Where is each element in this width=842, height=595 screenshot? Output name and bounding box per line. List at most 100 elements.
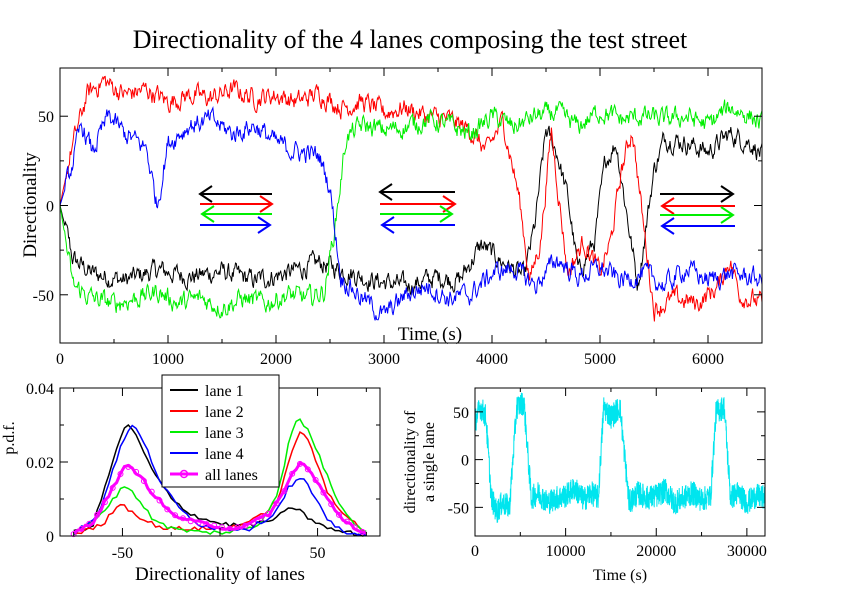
single-series-line — [474, 392, 766, 523]
pdf-all-lanes-marker — [203, 521, 210, 528]
top-xtick-label: 0 — [56, 351, 64, 368]
top-ytick-label: 0 — [46, 199, 54, 216]
arrow-lane1-left — [198, 185, 272, 203]
single-ytick-label: -50 — [448, 500, 469, 517]
arrow-lane2-left-r — [660, 197, 735, 215]
pdf-all-lanes-marker — [101, 499, 108, 506]
legend-label: lane 2 — [205, 404, 244, 421]
single-chart-frame — [474, 387, 766, 537]
pdf-series-lane-1 — [73, 423, 367, 537]
pdf-all-lanes-marker — [172, 512, 179, 519]
lane-direction-arrows-middle-group — [378, 183, 457, 234]
single-xtick-label: 30000 — [727, 543, 767, 560]
top-ytick-label: 50 — [38, 109, 54, 126]
arrow-lane3-right-mid — [380, 205, 454, 223]
top-xtick-label: 1000 — [152, 351, 184, 368]
pdf-all-lanes-marker — [78, 525, 85, 532]
top-ytick-label: -50 — [33, 288, 54, 305]
single-series-group — [474, 392, 766, 523]
top-chart-ylabel: Directionality — [20, 152, 41, 258]
pdf-chart-ylabel: p.d.f. — [1, 421, 18, 454]
pdf-all-lanes-marker — [359, 528, 366, 535]
lane-direction-arrows-left-group — [198, 185, 274, 234]
top-series-lane-4 — [59, 105, 763, 321]
arrow-lane1-left-mid — [378, 183, 455, 201]
legend-label: lane 4 — [205, 446, 244, 463]
pdf-legend: lane 1 lane 2 lane 3 lane 4 all lanes — [161, 374, 280, 488]
top-series-lane-2 — [59, 75, 763, 322]
top-ticks-group: 0 1000 2000 3000 4000 5000 6000 -50 0 50 — [33, 68, 762, 368]
pdf-all-lanes-marker — [226, 525, 233, 532]
pdf-all-lanes-marker — [351, 524, 358, 531]
arrow-lane3-right-r — [660, 206, 735, 224]
arrow-lane4-right — [200, 216, 272, 234]
pdf-xtick-label: 50 — [310, 545, 326, 562]
single-chart-ylabel-line1: directionality of — [402, 410, 419, 513]
single-chart-ylabel-line2: a single lane — [421, 422, 438, 502]
pdf-all-lanes-marker — [257, 515, 264, 522]
arrow-lane4-left-r — [660, 217, 735, 235]
pdf-all-lanes-marker — [94, 511, 101, 518]
top-chart-xlabel: Time (s) — [398, 324, 462, 345]
pdf-all-lanes-marker — [133, 468, 140, 475]
pdf-all-lanes-marker — [187, 518, 194, 525]
legend-marker — [179, 469, 189, 479]
pdf-all-lanes-marker — [242, 522, 249, 529]
lane-direction-arrows-right-group — [660, 185, 735, 235]
pdf-all-lanes-marker — [218, 524, 225, 531]
single-ytick-label: 0 — [461, 453, 469, 470]
pdf-all-lanes-marker — [304, 466, 311, 473]
pdf-chart-xlabel: Directionality of lanes — [135, 564, 305, 585]
single-xtick-label: 0 — [471, 543, 479, 560]
single-xtick-label: 10000 — [546, 543, 586, 560]
pdf-all-lanes-marker — [281, 487, 288, 494]
top-xtick-label: 6000 — [692, 351, 724, 368]
pdf-all-lanes-marker — [164, 506, 171, 513]
legend-label: all lanes — [205, 467, 258, 484]
pdf-xtick-label: -50 — [112, 545, 133, 562]
arrow-lane2-right-mid — [380, 195, 457, 213]
pdf-all-lanes-marker — [125, 463, 132, 470]
single-ytick-label: 50 — [453, 405, 469, 422]
legend-items-group: lane 1 lane 2 lane 3 lane 4 all lanes — [170, 383, 258, 484]
pdf-all-lanes-marker — [140, 478, 147, 485]
arrow-lane1-right-r — [660, 185, 735, 203]
pdf-all-lanes-marker — [117, 471, 124, 478]
top-xtick-label: 4000 — [476, 351, 508, 368]
pdf-all-lanes-marker — [265, 510, 272, 517]
legend-label: lane 1 — [205, 383, 244, 400]
pdf-all-lanes-marker — [211, 522, 218, 529]
pdf-all-lanes-marker — [195, 519, 202, 526]
arrow-lane4-left-mid — [380, 216, 455, 234]
pdf-ytick-label: 0.04 — [26, 381, 54, 398]
pdf-all-lanes-marker — [156, 497, 163, 504]
top-series-group — [59, 75, 763, 322]
pdf-all-lanes-marker — [297, 460, 303, 467]
pdf-all-lanes-marker — [343, 518, 350, 525]
arrow-lane3-left — [200, 205, 272, 223]
pdf-all-lanes-marker — [273, 500, 280, 507]
single-ticks-group: 0 10000 20000 30000 -50 0 50 — [448, 388, 767, 560]
top-series-lane-1 — [59, 125, 763, 296]
pdf-all-lanes-marker — [336, 511, 343, 518]
pdf-all-lanes-marker — [320, 489, 327, 496]
pdf-all-lanes-marker — [250, 519, 257, 526]
arrow-lane2-right — [200, 195, 274, 213]
legend-label: lane 3 — [205, 425, 244, 442]
pdf-ytick-label: 0 — [46, 529, 54, 546]
pdf-all-lanes-marker — [148, 488, 155, 495]
pdf-xtick-label: 0 — [216, 545, 224, 562]
pdf-all-lanes-marker — [289, 470, 296, 477]
single-chart-xlabel: Time (s) — [593, 567, 647, 584]
top-xtick-label: 5000 — [584, 351, 616, 368]
pdf-all-lanes-marker — [86, 520, 93, 527]
pdf-all-lanes-marker — [109, 484, 116, 491]
pdf-ytick-label: 0.02 — [26, 455, 54, 472]
pdf-all-lanes-marker — [328, 501, 335, 508]
pdf-all-lanes-marker — [70, 531, 77, 538]
pdf-all-lanes-marker — [312, 476, 319, 483]
top-series-lane-3 — [59, 99, 763, 319]
top-chart-title: Directionality of the 4 lanes composing … — [133, 25, 688, 54]
